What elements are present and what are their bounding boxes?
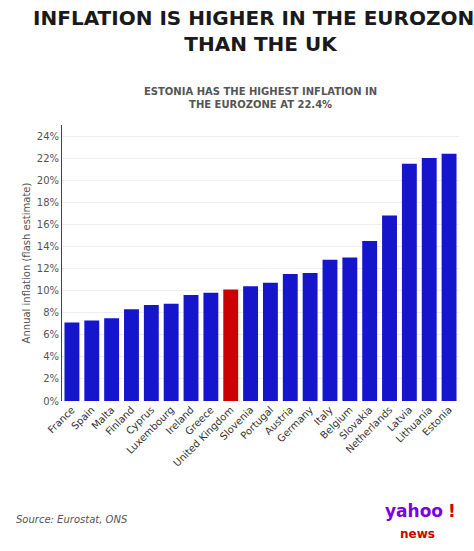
svg-text:Belgium: Belgium <box>318 404 355 441</box>
svg-text:Malta: Malta <box>89 404 116 431</box>
svg-text:20%: 20% <box>37 175 59 186</box>
svg-text:yahoo: yahoo <box>385 501 443 521</box>
svg-text:INFLATION IS HIGHER IN THE EUR: INFLATION IS HIGHER IN THE EUROZONETHAN … <box>33 6 474 56</box>
svg-text:12%: 12% <box>37 263 59 274</box>
svg-text:22%: 22% <box>37 153 59 164</box>
svg-text:Source: Eurostat, ONS: Source: Eurostat, ONS <box>16 514 128 525</box>
svg-text:news: news <box>400 527 435 541</box>
svg-text:United Kingdom: United Kingdom <box>171 404 236 469</box>
svg-text:Luxembourg: Luxembourg <box>124 404 176 456</box>
svg-text:6%: 6% <box>43 329 59 340</box>
svg-text:Austria: Austria <box>262 404 295 437</box>
svg-text:Greece: Greece <box>183 404 216 437</box>
svg-text:Latvia: Latvia <box>385 404 414 433</box>
svg-text:Annual inflation (flash estima: Annual inflation (flash estimate) <box>21 183 32 344</box>
svg-text:Netherlands: Netherlands <box>344 404 395 455</box>
svg-text:!: ! <box>448 501 456 521</box>
svg-text:Germany: Germany <box>275 404 315 444</box>
svg-text:14%: 14% <box>37 241 59 252</box>
svg-text:18%: 18% <box>37 197 59 208</box>
svg-text:Estonia: Estonia <box>420 404 454 438</box>
svg-text:0%: 0% <box>43 396 59 407</box>
svg-text:Lithuania: Lithuania <box>394 404 435 445</box>
svg-text:24%: 24% <box>37 131 59 142</box>
svg-text:8%: 8% <box>43 307 59 318</box>
svg-text:16%: 16% <box>37 219 59 230</box>
svg-text:Portugal: Portugal <box>238 404 275 441</box>
svg-text:2%: 2% <box>43 373 59 384</box>
svg-text:Slovakia: Slovakia <box>337 404 374 441</box>
svg-text:Finland: Finland <box>103 404 136 437</box>
svg-text:Spain: Spain <box>69 404 97 432</box>
svg-text:Slovenia: Slovenia <box>218 404 256 442</box>
svg-text:Cyprus: Cyprus <box>124 404 156 436</box>
svg-text:10%: 10% <box>37 285 59 296</box>
svg-text:4%: 4% <box>43 351 59 362</box>
svg-text:Ireland: Ireland <box>164 404 196 436</box>
svg-text:ESTONIA HAS THE HIGHEST INFLAT: ESTONIA HAS THE HIGHEST INFLATION INTHE … <box>144 86 377 110</box>
svg-text:Italy: Italy <box>312 404 335 427</box>
svg-text:France: France <box>46 404 77 435</box>
